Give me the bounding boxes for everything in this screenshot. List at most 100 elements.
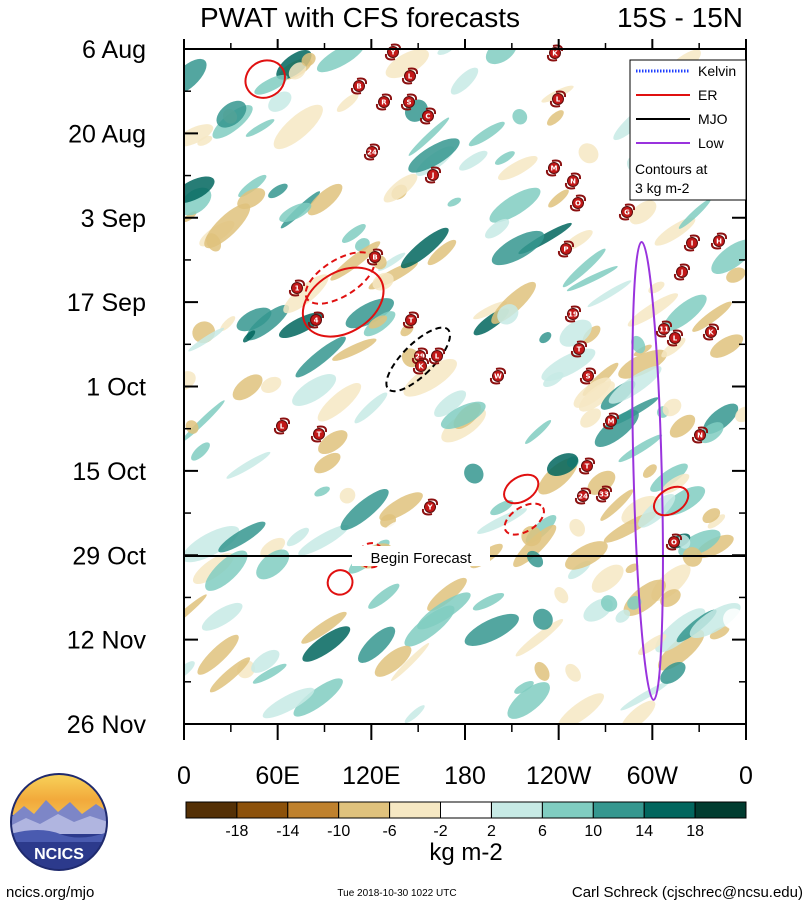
x-tick-label: 0 [739, 762, 753, 790]
legend-er-label: ER [698, 87, 717, 103]
anomaly-patch [368, 315, 388, 329]
anomaly-patch [615, 609, 631, 623]
anomaly-patch [669, 414, 696, 438]
y-tick-label: 12 Nov [67, 627, 147, 655]
anomaly-patch [188, 327, 225, 352]
tc-marker: O [665, 533, 683, 551]
tc-label: K [708, 329, 714, 337]
anomaly-patch [336, 93, 359, 113]
anomaly-patch [627, 595, 642, 610]
tc-marker: T [570, 340, 588, 358]
anomaly-patch [485, 218, 510, 239]
anomaly-patch [445, 623, 463, 641]
tc-label: L [435, 353, 440, 361]
chart-title: PWAT with CFS forecasts [200, 2, 520, 33]
tc-label: Y [426, 504, 433, 512]
tc-label: P [563, 246, 568, 254]
anomaly-patch [618, 434, 663, 463]
anomaly-patch [638, 493, 676, 528]
anomaly-patch [295, 336, 346, 378]
anomaly-patch [236, 307, 272, 332]
tc-marker: L [401, 67, 419, 85]
anomaly-patch [468, 121, 505, 147]
anomaly-patch [573, 377, 612, 408]
tc-label: Y [389, 49, 396, 57]
tc-marker: K [702, 323, 720, 341]
anomaly-patch [302, 626, 351, 662]
anomaly-patch [317, 383, 362, 422]
anomaly-patch [206, 233, 222, 252]
footer-credit: Carl Schreck (cjschrec@ncsu.edu) [572, 884, 803, 901]
tc-label: 11 [659, 326, 669, 334]
anomaly-patch [314, 486, 330, 497]
contour-er-6 [326, 569, 354, 596]
contour-mjo-0 [385, 326, 452, 393]
anomaly-patch [525, 420, 552, 444]
tc-label: B [372, 254, 377, 262]
anomaly-patch [696, 534, 734, 558]
tc-label: 33 [599, 491, 609, 499]
colorbar-label: 14 [635, 823, 653, 840]
anomaly-patch [642, 464, 657, 478]
anomaly-patch [723, 608, 745, 630]
anomaly-patch [710, 334, 744, 358]
anomaly-patch [557, 693, 605, 724]
tc-marker: B [366, 248, 384, 266]
anomaly-patch [621, 495, 660, 525]
anomaly-patch [232, 374, 263, 401]
anomaly-patch [580, 408, 602, 428]
ncics-logo: NCICS [10, 773, 108, 871]
tc-label: L [408, 73, 413, 81]
tc-label: W [494, 373, 502, 381]
anomaly-patch [339, 487, 356, 504]
colorbar-swatch [643, 801, 696, 819]
anomaly-patch [477, 508, 527, 534]
axis-ticks: 6 Aug 20 Aug 3 Sep 17 Sep 1 Oct 15 Oct 29 Oct 1… [67, 36, 753, 790]
anomaly-patch [565, 663, 581, 682]
anomaly-patch [354, 392, 388, 424]
anomaly-patch [600, 595, 618, 612]
x-tick-label: 120W [526, 762, 592, 790]
y-tick-label: 26 Nov [67, 711, 147, 739]
anomaly-patch [220, 316, 236, 332]
tc-marker: N [691, 426, 709, 444]
anomaly-patch [273, 104, 323, 150]
tc-label: 29 [415, 353, 425, 361]
anomaly-patch [532, 608, 553, 630]
anomaly-patch [663, 486, 706, 516]
tc-marker: R [375, 93, 393, 111]
anomaly-patch [254, 74, 288, 95]
tc-label: T [585, 463, 590, 471]
tc-marker: 19 [564, 305, 582, 323]
colorbar-swatch [185, 801, 238, 819]
anomaly-patch [600, 489, 634, 521]
anomaly-patch [379, 492, 423, 521]
tc-marker: L [549, 90, 567, 108]
anomaly-patch [268, 91, 292, 112]
anomaly-patch [459, 150, 488, 171]
tc-label: T [317, 431, 322, 439]
anomaly-patch [293, 678, 343, 717]
colorbar: -18 -14 -10 -6 -2 2 6 10 14 18 [185, 801, 747, 840]
anomaly-patch [489, 187, 541, 223]
tc-marker: L [273, 417, 291, 435]
anomaly-patch [447, 197, 462, 207]
colorbar-label: -2 [433, 823, 447, 840]
chart-subtitle: 15S - 15N [617, 2, 743, 33]
tc-marker: 33 [595, 485, 613, 503]
anomaly-patch [685, 497, 721, 531]
tc-label: L [280, 423, 285, 431]
anomaly-patch [345, 298, 394, 329]
legend-low-label: Low [698, 135, 725, 151]
anomaly-patch [286, 527, 310, 547]
anomaly-patch [252, 663, 287, 684]
anomaly-patch [404, 705, 425, 724]
anomaly-patch [661, 337, 686, 358]
colorbar-swatch [236, 801, 289, 819]
anomaly-patch [655, 608, 706, 653]
tc-marker: T [402, 311, 420, 329]
anomaly-patch [314, 452, 341, 474]
anomaly-patch [559, 319, 592, 347]
anomaly-patch [539, 332, 552, 344]
anomaly-patch [591, 564, 624, 593]
